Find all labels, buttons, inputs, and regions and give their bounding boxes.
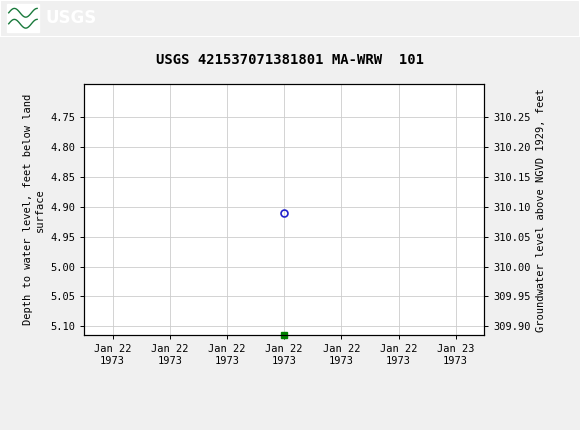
FancyBboxPatch shape: [7, 4, 39, 32]
Text: USGS 421537071381801 MA-WRW  101: USGS 421537071381801 MA-WRW 101: [156, 52, 424, 67]
Y-axis label: Groundwater level above NGVD 1929, feet: Groundwater level above NGVD 1929, feet: [536, 88, 546, 332]
Text: USGS: USGS: [46, 9, 97, 27]
Y-axis label: Depth to water level, feet below land
surface: Depth to water level, feet below land su…: [23, 94, 45, 325]
